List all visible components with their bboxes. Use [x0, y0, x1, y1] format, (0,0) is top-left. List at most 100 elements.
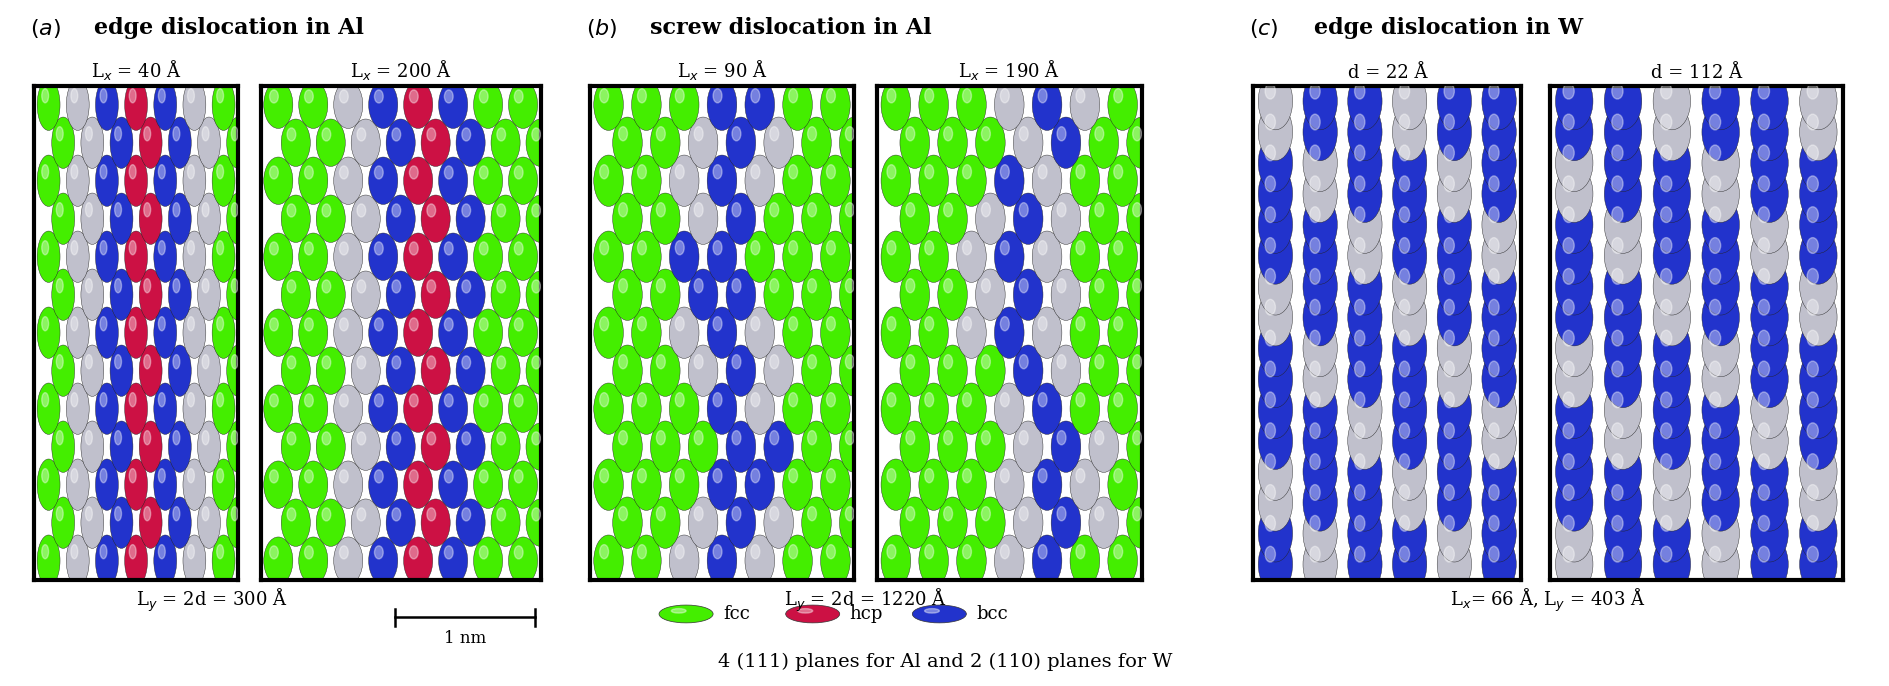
Ellipse shape [1443, 453, 1455, 469]
Ellipse shape [650, 117, 680, 169]
Ellipse shape [1398, 453, 1409, 469]
Ellipse shape [763, 497, 793, 548]
Ellipse shape [593, 535, 623, 587]
Ellipse shape [918, 459, 948, 510]
Ellipse shape [825, 392, 835, 407]
Ellipse shape [368, 461, 397, 508]
Ellipse shape [334, 385, 363, 432]
Ellipse shape [497, 204, 506, 217]
Ellipse shape [315, 347, 346, 394]
Ellipse shape [187, 241, 195, 255]
Ellipse shape [880, 459, 910, 510]
Ellipse shape [688, 421, 718, 473]
Ellipse shape [1088, 193, 1118, 244]
Ellipse shape [1050, 193, 1081, 244]
Ellipse shape [1611, 114, 1623, 130]
Ellipse shape [410, 242, 417, 255]
Ellipse shape [1708, 423, 1719, 438]
Ellipse shape [1302, 474, 1337, 531]
Ellipse shape [1398, 484, 1409, 500]
Ellipse shape [1056, 279, 1065, 293]
Ellipse shape [385, 119, 416, 167]
Ellipse shape [1113, 241, 1122, 255]
Ellipse shape [202, 279, 210, 293]
Ellipse shape [1757, 392, 1768, 407]
Ellipse shape [1481, 227, 1515, 284]
Ellipse shape [304, 394, 314, 407]
Ellipse shape [270, 394, 278, 407]
Ellipse shape [227, 193, 249, 244]
Ellipse shape [1708, 176, 1719, 191]
Ellipse shape [287, 280, 295, 293]
Ellipse shape [1302, 505, 1337, 562]
Ellipse shape [1489, 176, 1498, 191]
Ellipse shape [1392, 412, 1426, 469]
Ellipse shape [334, 309, 363, 357]
Ellipse shape [374, 166, 383, 179]
Ellipse shape [599, 392, 608, 407]
Ellipse shape [159, 469, 164, 483]
Ellipse shape [404, 385, 433, 432]
Ellipse shape [788, 469, 797, 483]
Ellipse shape [287, 128, 295, 141]
Ellipse shape [1398, 392, 1409, 407]
Ellipse shape [444, 394, 453, 407]
Ellipse shape [1749, 289, 1787, 346]
Ellipse shape [474, 537, 502, 584]
Ellipse shape [304, 90, 314, 103]
Ellipse shape [42, 469, 49, 483]
Ellipse shape [1392, 258, 1426, 315]
Ellipse shape [1088, 421, 1118, 473]
Ellipse shape [1604, 320, 1642, 377]
Ellipse shape [1094, 431, 1103, 445]
Ellipse shape [72, 88, 77, 103]
Ellipse shape [474, 157, 502, 204]
Ellipse shape [298, 537, 327, 584]
Ellipse shape [1562, 176, 1574, 191]
Ellipse shape [905, 202, 914, 217]
Ellipse shape [744, 383, 774, 434]
Ellipse shape [769, 202, 778, 217]
Ellipse shape [227, 497, 249, 548]
Ellipse shape [1302, 196, 1337, 253]
Ellipse shape [508, 537, 536, 584]
Ellipse shape [491, 423, 519, 471]
Ellipse shape [1708, 361, 1719, 377]
Ellipse shape [1604, 165, 1642, 222]
Ellipse shape [937, 345, 967, 397]
Ellipse shape [96, 383, 119, 434]
Ellipse shape [334, 537, 363, 584]
Ellipse shape [212, 535, 234, 587]
Ellipse shape [1798, 134, 1836, 191]
Ellipse shape [1757, 114, 1768, 130]
Ellipse shape [140, 193, 162, 244]
Ellipse shape [1708, 515, 1719, 531]
Ellipse shape [85, 355, 93, 369]
Ellipse shape [1757, 484, 1768, 500]
Ellipse shape [1132, 507, 1141, 521]
Ellipse shape [1757, 145, 1768, 161]
Ellipse shape [374, 90, 383, 103]
Ellipse shape [1126, 421, 1156, 473]
Ellipse shape [81, 193, 104, 244]
Ellipse shape [1398, 546, 1409, 562]
Ellipse shape [1806, 237, 1817, 253]
Ellipse shape [427, 204, 434, 217]
Ellipse shape [1757, 546, 1768, 562]
Ellipse shape [1660, 83, 1672, 99]
Ellipse shape [1347, 320, 1381, 377]
Ellipse shape [994, 383, 1024, 434]
Ellipse shape [1653, 258, 1691, 315]
Ellipse shape [96, 307, 119, 358]
Ellipse shape [1264, 268, 1275, 284]
Ellipse shape [100, 165, 108, 179]
Ellipse shape [427, 356, 434, 369]
Ellipse shape [820, 79, 850, 130]
Ellipse shape [786, 605, 839, 623]
Ellipse shape [1347, 165, 1381, 222]
Ellipse shape [1094, 127, 1103, 141]
Ellipse shape [1309, 361, 1319, 377]
Ellipse shape [1107, 155, 1137, 206]
Ellipse shape [1302, 289, 1337, 346]
Text: d = 112 Å: d = 112 Å [1649, 64, 1742, 82]
